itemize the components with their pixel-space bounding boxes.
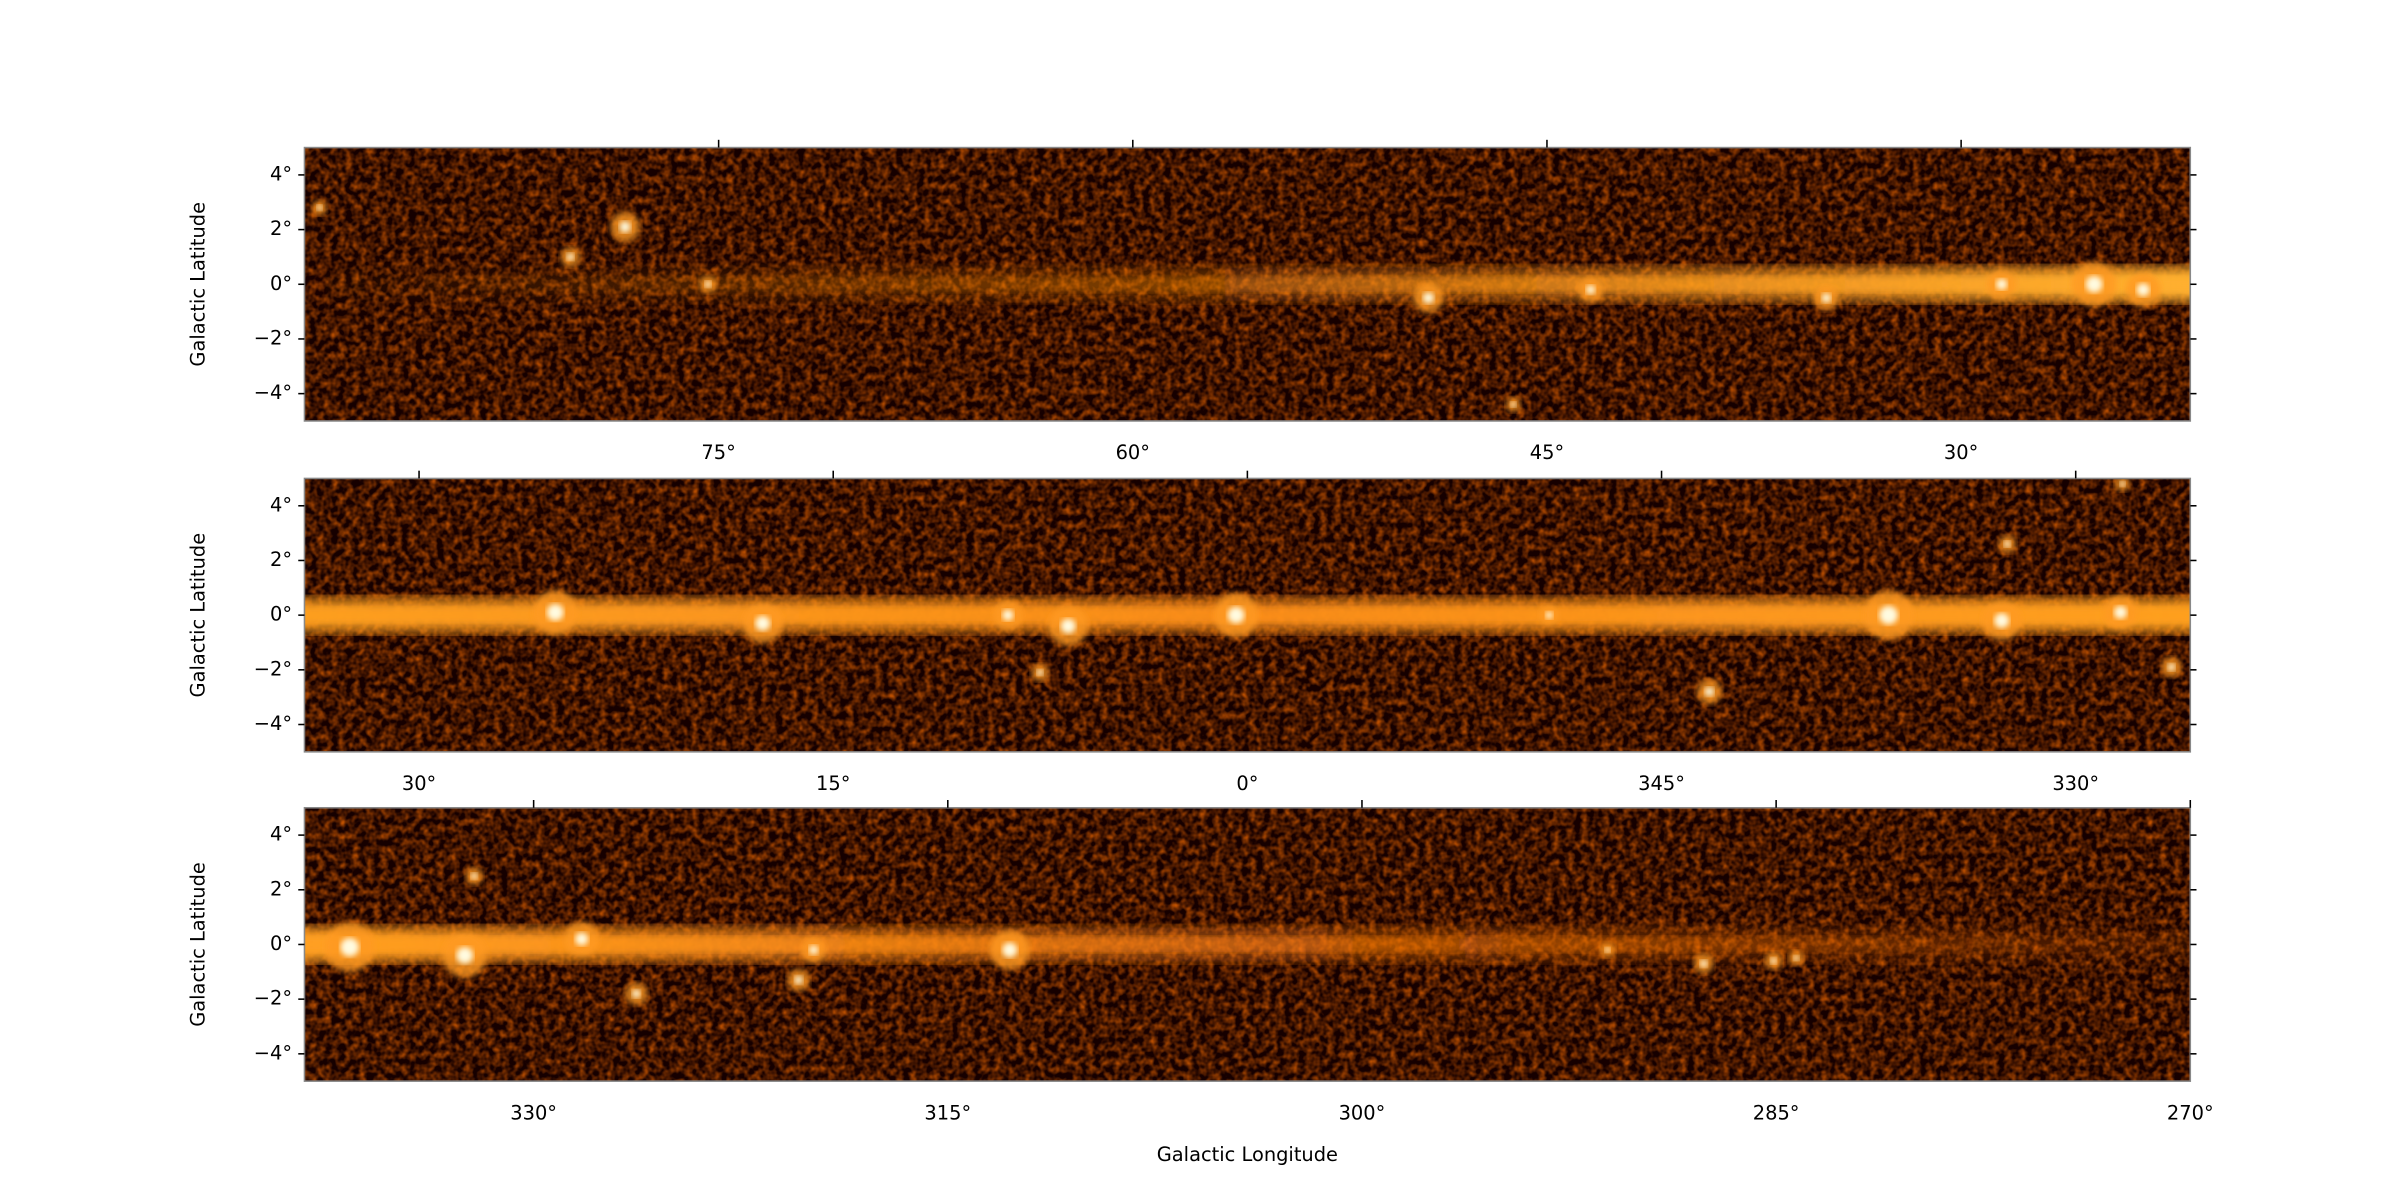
source-core: [340, 937, 360, 957]
x-tick-label: 315°: [924, 1101, 971, 1124]
y-tick-label: −2°: [254, 657, 292, 680]
galactic-band-core: [304, 936, 2191, 953]
source-core: [1821, 293, 1831, 303]
x-tick-label: 15°: [816, 772, 850, 795]
x-tick-label: 285°: [1753, 1101, 1800, 1124]
source-core: [632, 989, 641, 998]
sky-panel: 4° 2° 0° −2° −4° 30° 15° 0° 345° 330° Galactic Lat…: [186, 470, 2197, 795]
x-tick-label: 75°: [701, 441, 735, 464]
source-core: [1770, 957, 1777, 965]
source-core: [1036, 669, 1044, 676]
source-core: [1994, 613, 2010, 629]
sky-image: [304, 807, 2191, 1082]
source-core: [1793, 955, 1799, 961]
source-core: [546, 604, 564, 621]
y-tick-label: 0°: [270, 272, 292, 295]
source-core: [1002, 609, 1014, 621]
source-core: [456, 947, 474, 964]
x-tick-label: 330°: [2052, 772, 2099, 795]
source-core: [794, 975, 803, 985]
x-tick-label: 0°: [1236, 772, 1258, 795]
source-core: [1996, 278, 2008, 290]
y-tick-label: −2°: [254, 326, 292, 349]
y-axis-label: Galactic Latitude: [186, 533, 209, 698]
y-axis-label: Galactic Latitude: [186, 862, 209, 1027]
source-core: [2113, 605, 2128, 619]
source-core: [1604, 947, 1611, 953]
x-axis-label: Galactic Longitude: [1157, 1143, 1338, 1166]
source-core: [316, 204, 323, 211]
source-core: [1510, 401, 1517, 408]
source-core: [1879, 605, 1898, 625]
sky-image: [304, 147, 2191, 421]
source-core: [755, 615, 771, 631]
source-core: [2119, 481, 2126, 487]
source-core: [2167, 663, 2176, 671]
y-tick-label: 4°: [270, 493, 292, 516]
source-core: [1060, 618, 1076, 634]
source-core: [1700, 959, 1708, 968]
y-axis-label: Galactic Latitude: [186, 202, 209, 367]
x-tick-label: 45°: [1530, 441, 1564, 464]
y-tick-label: 2°: [270, 548, 292, 571]
y-tick-label: −4°: [254, 712, 292, 735]
source-core: [1227, 606, 1245, 624]
x-tick-label: 330°: [510, 1101, 557, 1124]
x-tick-label: 30°: [402, 772, 436, 795]
source-core: [808, 945, 819, 955]
y-tick-label: 4°: [270, 823, 292, 846]
source-core: [619, 221, 631, 233]
sky-panel: 4° 2° 0° −2° −4° 330° 315° 300° 285° 270° Galactic…: [186, 800, 2214, 1166]
sky-panel: 4° 2° 0° −2° −4° 75° 60° 45° 30° Galactic Latitud…: [186, 139, 2197, 464]
source-core: [1704, 687, 1715, 697]
source-core: [566, 253, 575, 261]
source-core: [575, 932, 589, 946]
y-tick-label: 4°: [270, 162, 292, 185]
y-tick-label: 0°: [270, 603, 292, 626]
y-tick-label: −4°: [254, 1041, 292, 1064]
x-tick-label: 270°: [2167, 1101, 2214, 1124]
x-tick-label: 345°: [1638, 772, 1685, 795]
source-core: [470, 872, 478, 880]
source-core: [1545, 611, 1553, 619]
y-tick-label: −2°: [254, 987, 292, 1010]
x-tick-label: 300°: [1339, 1101, 1386, 1124]
y-tick-label: 2°: [270, 877, 292, 900]
y-tick-label: 2°: [270, 217, 292, 240]
source-core: [704, 281, 712, 288]
y-tick-label: −4°: [254, 381, 292, 404]
source-core: [2136, 283, 2150, 297]
x-tick-label: 30°: [1944, 441, 1978, 464]
galactic-band-core: [304, 276, 2191, 293]
sky-image: [304, 478, 2191, 752]
source-core: [1002, 942, 1018, 958]
y-tick-label: 0°: [270, 932, 292, 955]
x-tick-label: 60°: [1116, 441, 1150, 464]
source-core: [2085, 275, 2103, 293]
source-core: [2004, 540, 2011, 548]
source-core: [1585, 285, 1596, 295]
source-core: [1422, 292, 1435, 304]
